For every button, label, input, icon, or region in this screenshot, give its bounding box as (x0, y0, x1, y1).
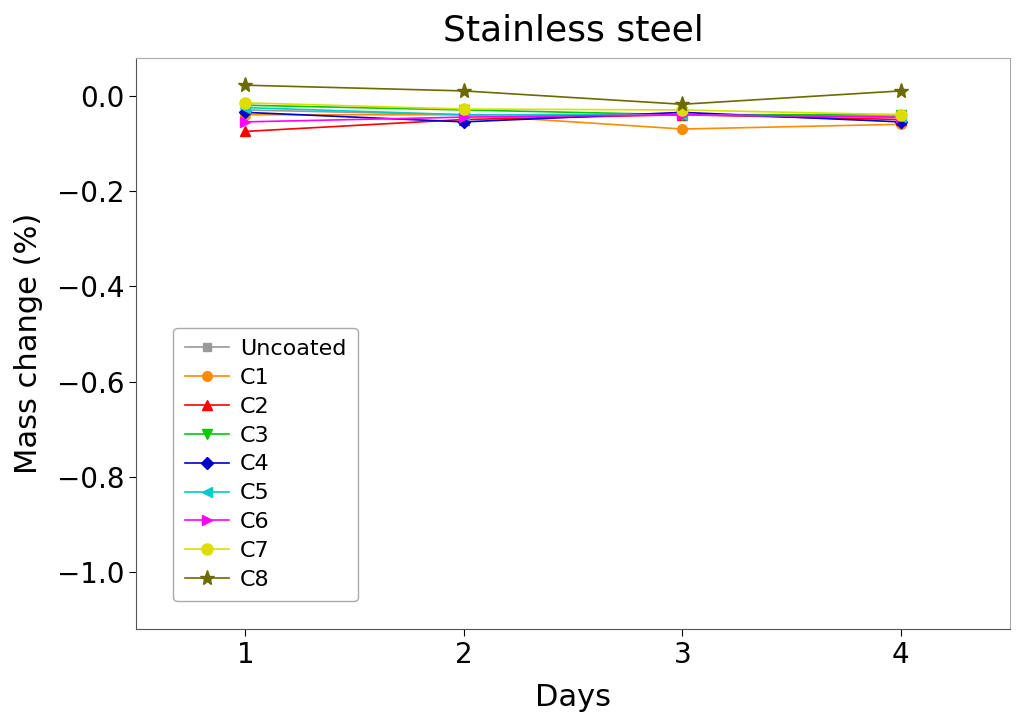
C3 (895, 110, 907, 119)
C2 (895, 115, 907, 124)
C6 (458, 113, 470, 121)
Line: Uncoated: Uncoated (242, 106, 905, 119)
C4 (458, 118, 470, 126)
C6 (895, 113, 907, 121)
Line: C1: C1 (241, 110, 905, 134)
C2 (458, 115, 470, 124)
C4 (240, 108, 252, 117)
C4 (895, 118, 907, 126)
C7 (240, 99, 252, 107)
C2 (676, 110, 688, 119)
C6 (676, 110, 688, 119)
C1 (240, 110, 252, 119)
Line: C7: C7 (240, 97, 906, 121)
C1 (458, 110, 470, 119)
C6 (240, 118, 252, 126)
C1 (895, 120, 907, 129)
C3 (458, 105, 470, 114)
C8 (895, 86, 907, 95)
Title: Stainless steel: Stainless steel (442, 14, 703, 48)
C4 (676, 108, 688, 117)
C2 (240, 127, 252, 136)
Y-axis label: Mass change (%): Mass change (%) (14, 213, 43, 474)
C8 (458, 86, 470, 95)
X-axis label: Days: Days (536, 683, 611, 712)
Uncoated (676, 110, 688, 119)
C5 (240, 103, 252, 112)
Legend: Uncoated, C1, C2, C3, C4, C5, C6, C7, C8: Uncoated, C1, C2, C3, C4, C5, C6, C7, C8 (173, 328, 357, 601)
C8 (676, 100, 688, 109)
C5 (676, 110, 688, 119)
Line: C4: C4 (242, 108, 905, 126)
C8 (240, 81, 252, 89)
Uncoated (240, 105, 252, 114)
C1 (676, 125, 688, 134)
C7 (676, 105, 688, 114)
Line: C5: C5 (241, 103, 905, 122)
Uncoated (458, 110, 470, 119)
Line: C2: C2 (241, 110, 905, 136)
C3 (240, 101, 252, 110)
C5 (458, 110, 470, 119)
Line: C3: C3 (241, 100, 905, 120)
C3 (676, 110, 688, 119)
C5 (895, 113, 907, 121)
Line: C6: C6 (241, 110, 905, 127)
C7 (458, 105, 470, 113)
Line: C8: C8 (238, 78, 908, 112)
Uncoated (895, 110, 907, 119)
C7 (895, 110, 907, 119)
